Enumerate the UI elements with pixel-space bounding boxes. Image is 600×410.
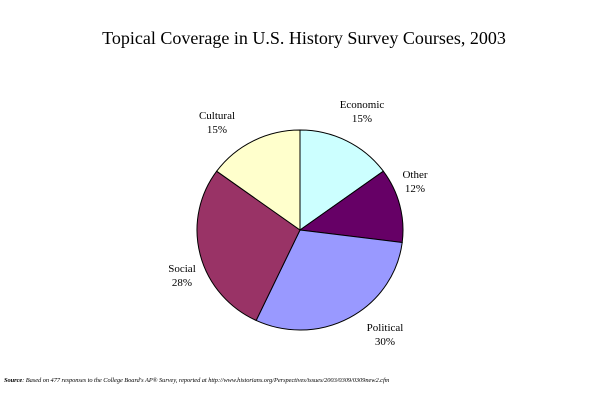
source-label: Source <box>4 377 23 384</box>
chart-title: Topical Coverage in U.S. History Survey … <box>102 28 506 48</box>
slice-label-political: Political 30% <box>367 322 404 348</box>
pie-slice-social <box>196 170 301 322</box>
slice-category-political: Political <box>367 322 404 334</box>
slice-category-other: Other <box>402 169 427 181</box>
pie-slice-other <box>298 170 404 244</box>
slice-value-political: 30% <box>375 336 395 348</box>
pie-slices <box>196 129 404 331</box>
pie-slice-economic <box>299 129 385 231</box>
pie-labels: Economic 15% Other 12% Political 30% Social 28%… <box>168 99 428 348</box>
slice-label-other: Other 12% <box>402 169 427 195</box>
slice-category-cultural: Cultural <box>199 110 235 122</box>
source-note: Source: Based on 477 responses to the Co… <box>4 377 596 384</box>
slice-category-economic: Economic <box>340 99 385 111</box>
pie-slice-cultural <box>215 129 301 231</box>
slice-category-social: Social <box>168 263 196 275</box>
slice-value-social: 28% <box>172 277 192 289</box>
slice-value-other: 12% <box>405 183 425 195</box>
slice-value-economic: 15% <box>352 113 372 125</box>
slice-label-social: Social 28% <box>168 263 196 289</box>
slice-value-cultural: 15% <box>207 124 227 136</box>
slice-label-economic: Economic 15% <box>340 99 385 125</box>
slice-label-cultural: Cultural 15% <box>199 110 235 136</box>
pie-slice-political <box>255 229 403 331</box>
source-text: : Based on 477 responses to the College … <box>22 377 390 384</box>
